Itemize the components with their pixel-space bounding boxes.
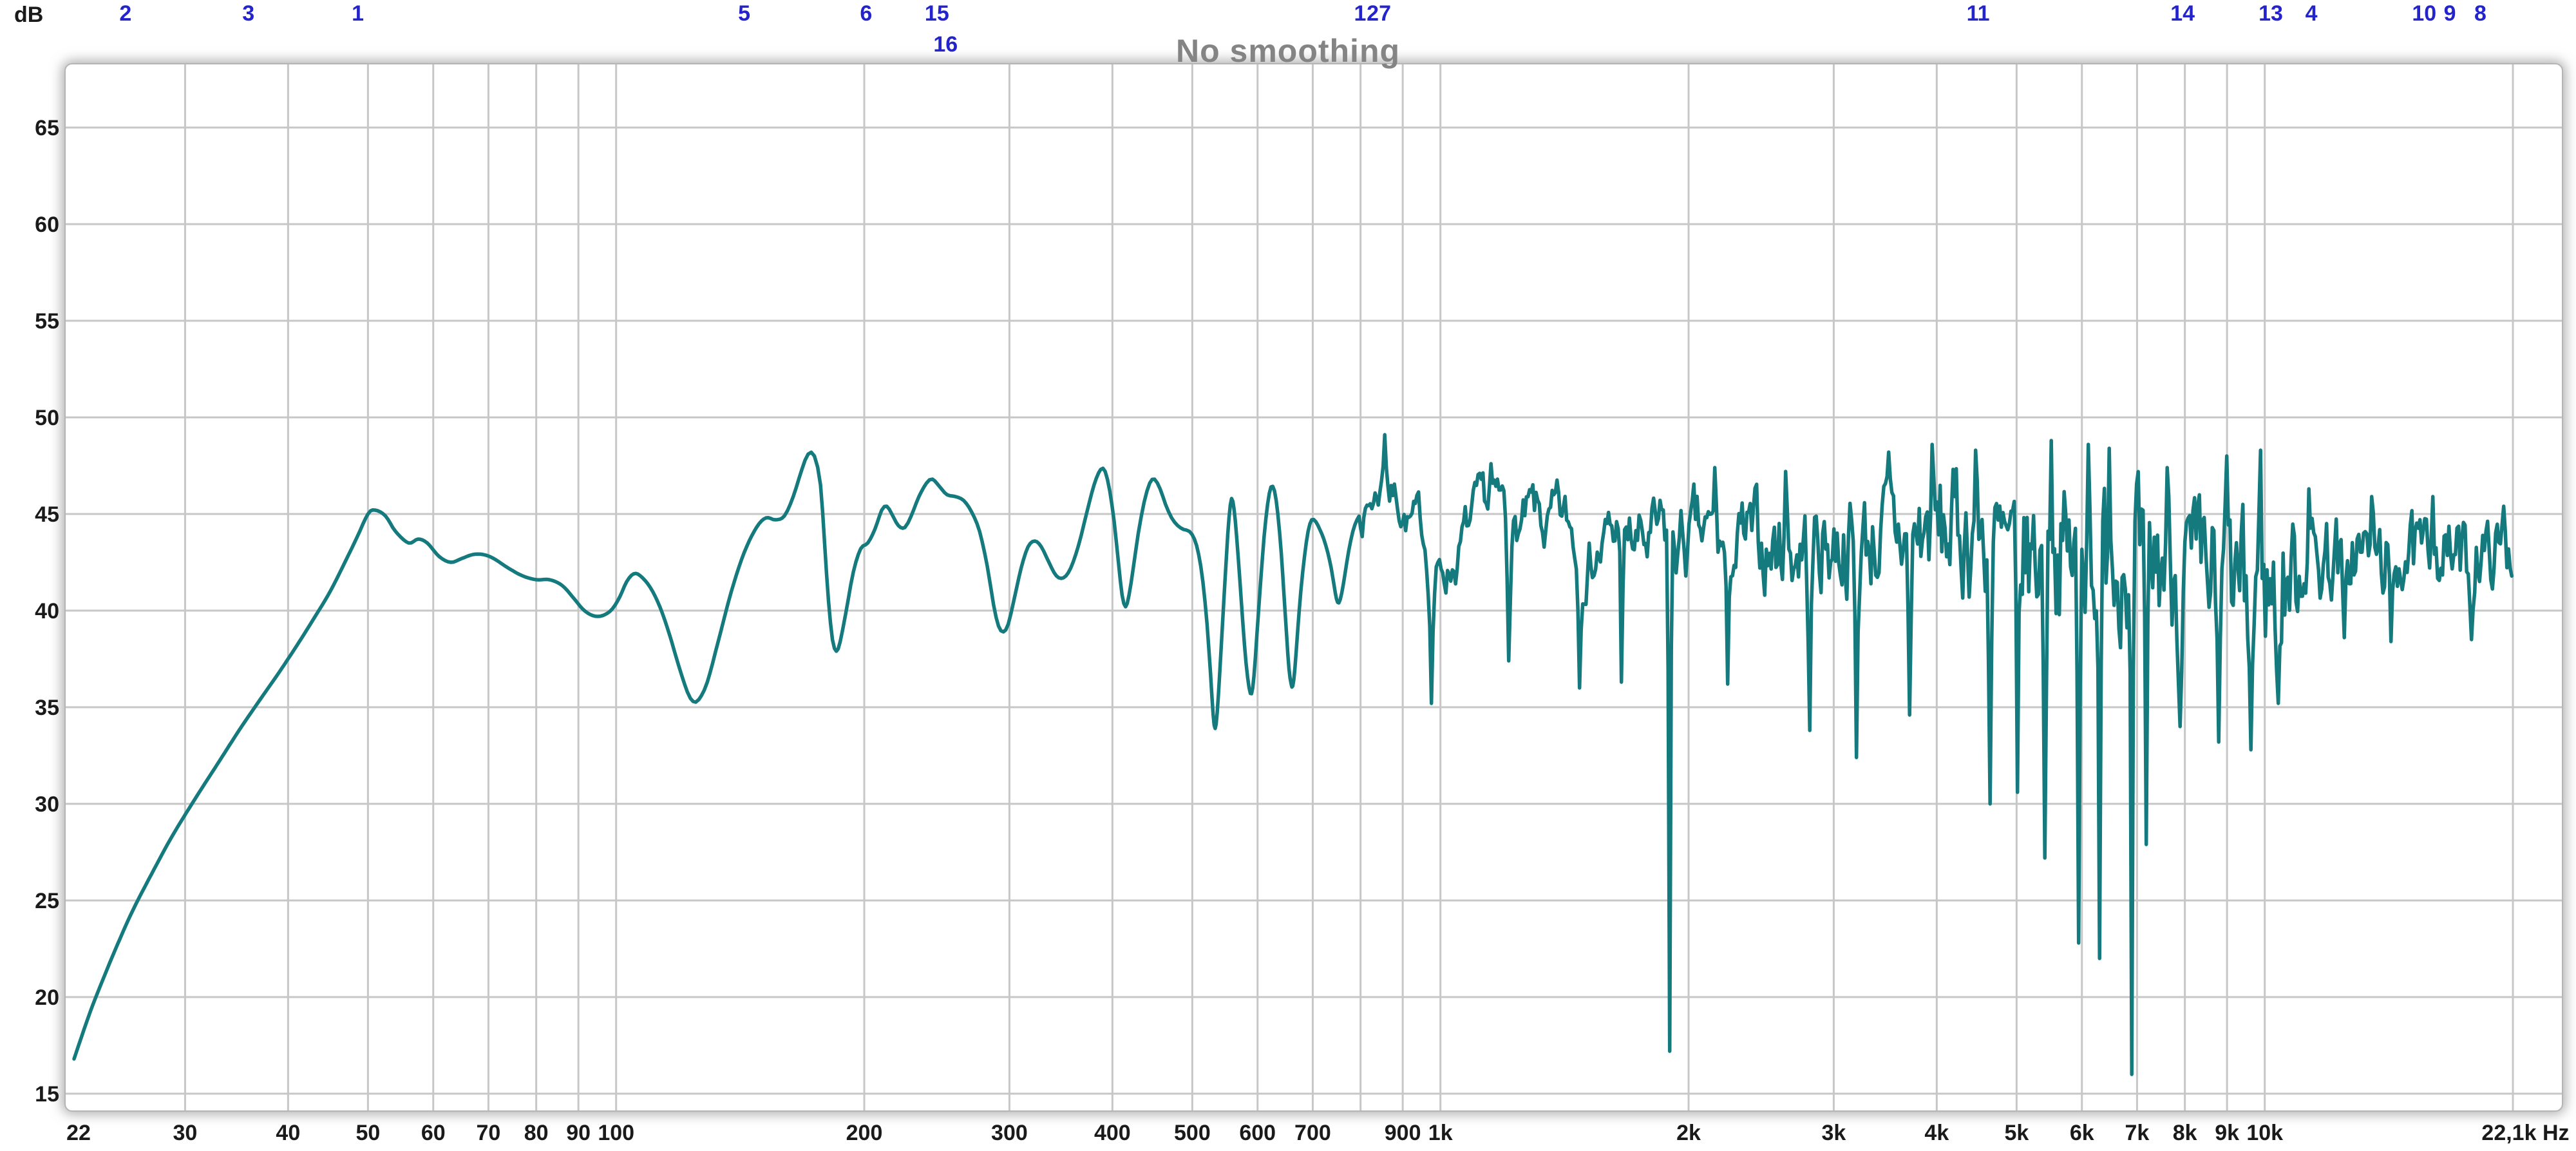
eq-filter-marker: 2: [119, 1, 131, 26]
x-tick-label: 900: [1385, 1121, 1421, 1145]
y-tick-label: 15: [35, 1082, 59, 1107]
x-axis-tick-labels: 22 30 40 50 60 70 80 90 100 200 300 400 500 600 700 900…: [66, 1121, 2569, 1145]
eq-filter-marker: 15: [925, 1, 949, 26]
eq-filter-marker: 4: [2306, 1, 2318, 26]
x-tick-label: 400: [1094, 1121, 1131, 1145]
eq-filter-marker: 8: [2474, 1, 2486, 26]
eq-filter-marker: 9: [2444, 1, 2456, 26]
x-tick-label: 300: [991, 1121, 1028, 1145]
y-axis-unit-label: dB: [14, 3, 44, 27]
gridlines: [66, 64, 2562, 1110]
x-tick-label: 80: [524, 1121, 549, 1145]
y-tick-label: 25: [35, 889, 59, 913]
x-tick-label: 22: [66, 1121, 91, 1145]
x-tick-label: 50: [355, 1121, 380, 1145]
y-tick-label: 35: [35, 696, 59, 720]
x-tick-label: 8k: [2173, 1121, 2197, 1145]
x-tick-label: 90: [566, 1121, 591, 1145]
x-tick-label: 70: [477, 1121, 501, 1145]
x-tick-label: 10k: [2246, 1121, 2283, 1145]
x-tick-label: 3k: [1822, 1121, 1846, 1145]
y-tick-label: 65: [35, 116, 59, 140]
x-tick-label: 5k: [2004, 1121, 2029, 1145]
x-tick-label: 4k: [1924, 1121, 1949, 1145]
eq-filter-marker: 16: [933, 32, 958, 57]
eq-filter-marker: 13: [2259, 1, 2283, 26]
eq-filter-marker: 11: [1967, 1, 1990, 26]
y-axis-tick-labels: 65 60 55 50 45 40 35 30 25 20 15: [35, 116, 59, 1107]
y-tick-label: 30: [35, 792, 59, 817]
eq-filter-marker: 6: [860, 1, 872, 26]
x-tick-label: 2k: [1676, 1121, 1701, 1145]
x-tick-label: 600: [1239, 1121, 1276, 1145]
y-tick-label: 50: [35, 406, 59, 430]
eq-filter-marker: 5: [738, 1, 750, 26]
y-tick-label: 45: [35, 502, 59, 527]
y-tick-label: 55: [35, 309, 59, 334]
eq-filter-marker: 1: [352, 1, 364, 26]
x-tick-label: 22,1k Hz: [2481, 1121, 2569, 1145]
x-tick-label: 6k: [2070, 1121, 2094, 1145]
x-tick-label: 500: [1174, 1121, 1211, 1145]
x-tick-label: 7k: [2125, 1121, 2150, 1145]
x-tick-label: 9k: [2215, 1121, 2239, 1145]
eq-filter-marker: 27: [1367, 1, 1391, 26]
x-tick-label: 1k: [1428, 1121, 1453, 1145]
frequency-response-curve: [72, 433, 2514, 1076]
y-tick-label: 60: [35, 213, 59, 237]
x-tick-label: 700: [1294, 1121, 1331, 1145]
eq-filter-marker: 10: [2412, 1, 2436, 26]
x-tick-label: 30: [173, 1121, 198, 1145]
x-tick-label: 100: [598, 1121, 634, 1145]
x-tick-label: 40: [276, 1121, 300, 1145]
y-tick-label: 40: [35, 599, 59, 623]
eq-filter-marker: 3: [242, 1, 254, 26]
y-tick-label: 20: [35, 985, 59, 1010]
eq-filter-marker: 1: [1354, 1, 1366, 26]
x-tick-label: 60: [421, 1121, 446, 1145]
eq-filter-marker: 14: [2170, 1, 2195, 26]
x-tick-label: 200: [846, 1121, 883, 1145]
